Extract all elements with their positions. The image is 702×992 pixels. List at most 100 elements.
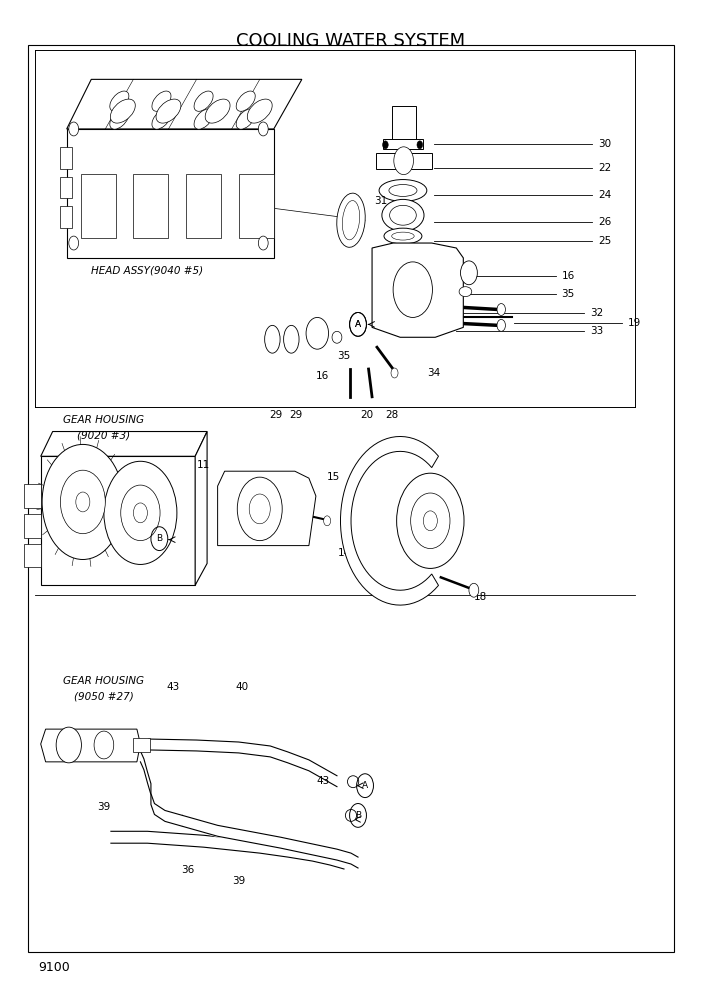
Polygon shape	[372, 243, 463, 337]
Text: 11: 11	[197, 460, 210, 470]
Text: 15: 15	[327, 472, 340, 482]
Bar	[24, 544, 41, 567]
Circle shape	[391, 368, 398, 378]
Bar	[186, 174, 221, 238]
Circle shape	[258, 236, 268, 250]
Text: 35: 35	[338, 351, 350, 361]
Ellipse shape	[110, 109, 129, 129]
Polygon shape	[67, 79, 302, 129]
Circle shape	[417, 141, 423, 149]
Ellipse shape	[152, 109, 171, 129]
Bar	[81, 174, 116, 238]
Bar	[383, 139, 423, 149]
Text: 31: 31	[374, 196, 387, 206]
Text: 40: 40	[236, 682, 249, 692]
Circle shape	[423, 511, 437, 531]
Ellipse shape	[345, 809, 357, 821]
Circle shape	[76, 492, 90, 512]
Text: A: A	[362, 781, 368, 791]
Text: GEAR HOUSING: GEAR HOUSING	[63, 415, 145, 425]
Text: 35: 35	[562, 289, 575, 299]
Text: 17: 17	[411, 489, 423, 499]
Ellipse shape	[110, 91, 129, 111]
Text: 26: 26	[598, 217, 611, 227]
Bar	[24, 514, 41, 538]
Text: 16: 16	[562, 271, 575, 281]
Ellipse shape	[194, 109, 213, 129]
Ellipse shape	[384, 228, 422, 244]
Circle shape	[94, 731, 114, 759]
Circle shape	[60, 470, 105, 534]
Circle shape	[461, 261, 477, 285]
Ellipse shape	[382, 199, 424, 231]
Bar	[60, 147, 72, 169]
Text: 12: 12	[271, 497, 284, 507]
Text: 36: 36	[181, 865, 194, 875]
Circle shape	[69, 236, 79, 250]
Text: 33: 33	[590, 326, 603, 336]
Ellipse shape	[284, 325, 299, 353]
Bar	[60, 177, 72, 198]
Circle shape	[133, 503, 147, 523]
Circle shape	[411, 493, 450, 549]
Ellipse shape	[459, 287, 472, 297]
Polygon shape	[340, 436, 439, 605]
Ellipse shape	[247, 99, 272, 123]
Ellipse shape	[392, 232, 414, 240]
Circle shape	[104, 461, 177, 564]
Text: GEAR HOUSING: GEAR HOUSING	[63, 676, 145, 685]
Circle shape	[397, 473, 464, 568]
Bar	[24, 484, 41, 508]
Circle shape	[393, 262, 432, 317]
Circle shape	[497, 304, 505, 315]
Bar	[133, 174, 168, 238]
Text: 20: 20	[360, 410, 373, 420]
Text: 29: 29	[289, 410, 302, 420]
Text: 34: 34	[428, 368, 440, 378]
Text: 43: 43	[166, 682, 179, 692]
Ellipse shape	[236, 91, 256, 111]
Polygon shape	[218, 471, 316, 546]
Text: 9100: 9100	[39, 961, 70, 974]
Ellipse shape	[343, 200, 359, 240]
Circle shape	[469, 583, 479, 597]
Polygon shape	[67, 129, 274, 258]
Polygon shape	[41, 456, 195, 585]
Ellipse shape	[389, 185, 417, 196]
Bar	[392, 106, 416, 144]
Text: 16: 16	[316, 371, 329, 381]
Polygon shape	[41, 729, 140, 762]
Text: A: A	[355, 319, 361, 329]
Ellipse shape	[337, 193, 365, 247]
Ellipse shape	[110, 99, 135, 123]
Text: 39: 39	[98, 803, 110, 812]
Text: 24: 24	[598, 190, 611, 200]
Ellipse shape	[236, 109, 256, 129]
Text: B: B	[355, 810, 361, 820]
Text: 32: 32	[590, 309, 603, 318]
Ellipse shape	[156, 99, 181, 123]
Text: A: A	[355, 319, 361, 329]
Polygon shape	[41, 432, 207, 456]
Ellipse shape	[194, 91, 213, 111]
Text: 30: 30	[598, 139, 611, 149]
Circle shape	[383, 141, 388, 149]
Text: 39: 39	[232, 876, 245, 886]
Text: 19: 19	[628, 318, 641, 328]
Circle shape	[306, 317, 329, 349]
Text: 29: 29	[270, 410, 282, 420]
Text: 22: 22	[598, 163, 611, 173]
Text: 18: 18	[475, 592, 487, 602]
Ellipse shape	[332, 331, 342, 343]
Bar	[239, 174, 274, 238]
Circle shape	[249, 494, 270, 524]
Circle shape	[121, 485, 160, 541]
Bar	[60, 206, 72, 228]
Text: 28: 28	[385, 410, 398, 420]
Text: 43: 43	[317, 776, 329, 786]
Text: 14: 14	[338, 548, 350, 558]
Text: 1: 1	[251, 489, 258, 499]
Bar	[133, 738, 150, 752]
Circle shape	[258, 122, 268, 136]
Circle shape	[42, 444, 124, 559]
